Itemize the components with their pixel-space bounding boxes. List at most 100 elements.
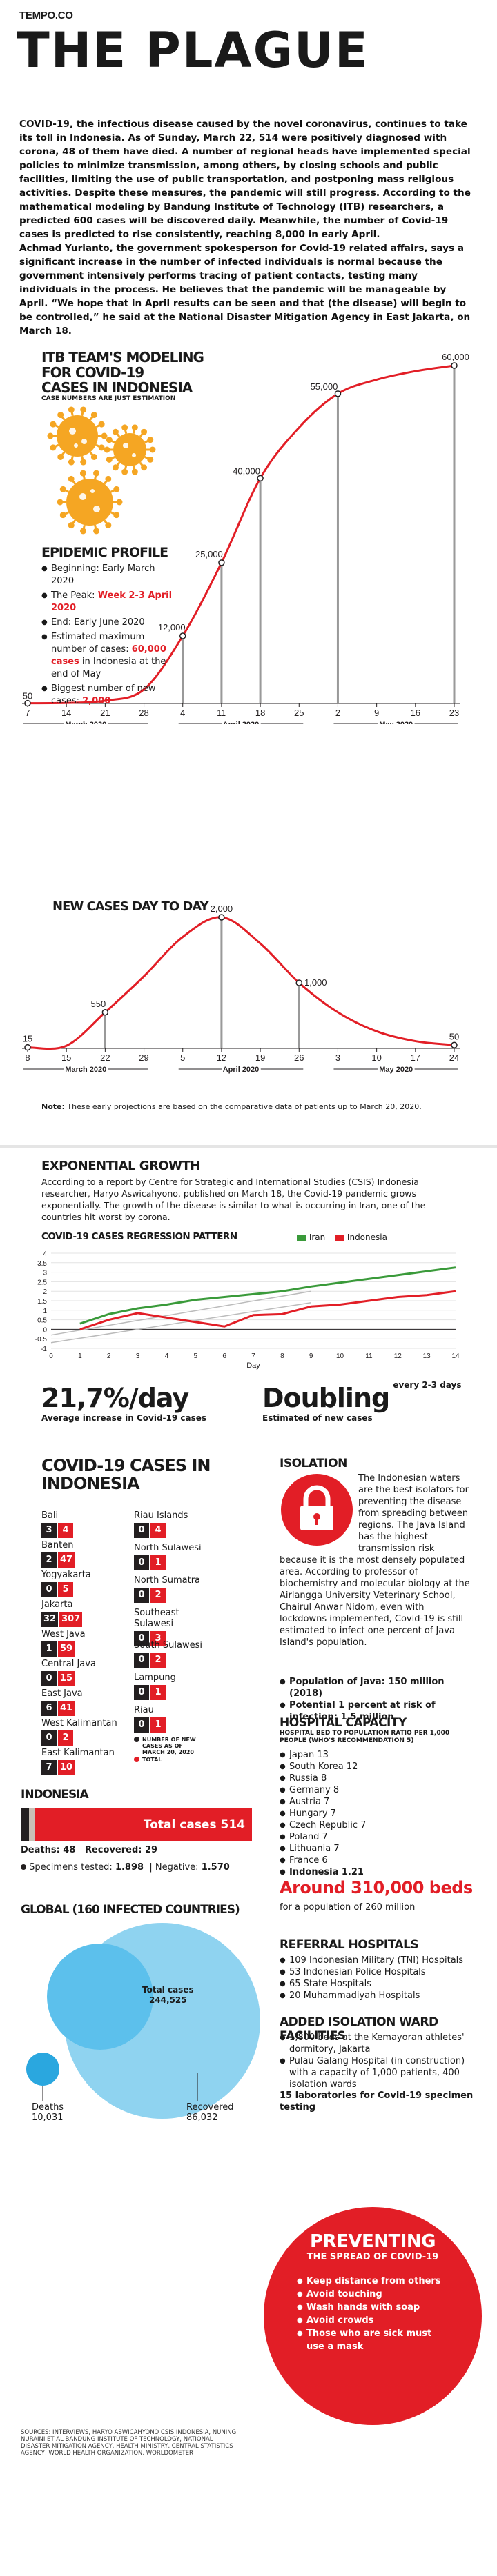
- exp-growth-title: EXPONENTIAL GROWTH: [41, 1159, 200, 1173]
- hospital-country-item: Germany 8: [280, 1784, 452, 1796]
- epidemic-item: Estimated maximum number of cases: 60,00…: [41, 631, 173, 681]
- global-total: Total cases 244,525: [142, 1985, 194, 2006]
- isolation-stats: Population of Java: 150 million (2018) P…: [280, 1676, 473, 1723]
- legend-indonesia-swatch: [335, 1234, 345, 1241]
- virus-spike-tip: [68, 522, 75, 529]
- epidemic-item-text: End: Early June 2020: [51, 617, 145, 628]
- isolation-text-wrap: The Indonesian waters are the best isola…: [280, 1472, 473, 1648]
- data-label: 15: [23, 1034, 32, 1044]
- region-total-cases: 2: [150, 1653, 166, 1668]
- region-name: North Sulawesi: [134, 1543, 202, 1553]
- x-tick-label: 22: [100, 1052, 110, 1063]
- preventing-circle: [264, 2207, 482, 2425]
- month-label: March 2020: [65, 1066, 106, 1074]
- region-new-cases: 6: [41, 1701, 57, 1716]
- virus-spike-tip: [93, 528, 100, 535]
- epidemic-item-text: The Peak:: [51, 590, 98, 601]
- x-tick-label: 26: [294, 1052, 304, 1063]
- virus-spike-tip: [57, 499, 64, 506]
- virus-spike-tip: [121, 424, 128, 431]
- x-tick-label: 12: [394, 1352, 402, 1360]
- virus-spike-tip: [68, 475, 75, 482]
- preventing-item-text: Avoid crowds: [306, 2315, 374, 2326]
- legend-total: TOTAL: [134, 1757, 203, 1763]
- region-total-cases: 3: [150, 1631, 166, 1646]
- region-new-cases: 0: [41, 1730, 57, 1746]
- region-item: Central Java 0 15: [41, 1659, 117, 1686]
- data-point: [24, 1044, 31, 1051]
- region-item: Jakarta 32 307: [41, 1599, 117, 1627]
- region-total-cases: 2: [58, 1730, 73, 1746]
- preventing-list: ● Keep distance from others ● Avoid touchin…: [297, 2275, 449, 2353]
- virus-spike-tip: [80, 459, 87, 466]
- preventing-title: PREVENTING: [310, 2231, 436, 2252]
- global-total-value: 244,525: [148, 1995, 187, 2005]
- negative-label: Negative:: [155, 1862, 202, 1873]
- region-new-cases: 0: [134, 1717, 149, 1733]
- x-tick-label: 1: [78, 1352, 82, 1360]
- x-axis-label: Day: [246, 1361, 260, 1370]
- virus-spike-tip: [104, 446, 110, 453]
- beds-suffix: for a population of 260 million: [280, 1902, 416, 1913]
- brand-logo: TEMPO.CO: [19, 10, 73, 21]
- region-name: West Java: [41, 1629, 86, 1639]
- hospital-country-list: Japan 13South Korea 12Russia 8Germany 8A…: [280, 1749, 452, 1878]
- x-tick-label: 4: [165, 1352, 169, 1360]
- specimens-value: 1.898: [115, 1862, 144, 1873]
- region-item: Yogyakarta 0 5: [41, 1570, 117, 1597]
- stat-increase-value: 21,7%/day: [41, 1383, 189, 1413]
- virus-spike-tip: [90, 412, 97, 419]
- region-item: West Java 1 59: [41, 1629, 117, 1657]
- data-label: 40,000: [233, 466, 260, 476]
- global-recovered-value: 86,032: [186, 2113, 218, 2123]
- itb-title-line2: CASES IN INDONESIA: [41, 379, 193, 396]
- wards-list: 1,800 beds at the Kemayoran athletes' do…: [280, 2032, 476, 2090]
- region-total-cases: 1: [150, 1555, 166, 1570]
- x-tick-label: 12: [217, 1052, 226, 1063]
- region-total-cases: 15: [58, 1671, 75, 1686]
- data-label: 60,000: [442, 352, 469, 362]
- virus-spike-tip: [50, 421, 57, 428]
- y-tick-label: 1.5: [37, 1298, 47, 1306]
- region-name: Yogyakarta: [41, 1570, 91, 1580]
- region-name: Southeast Sulawesi: [134, 1608, 179, 1629]
- x-tick-label: 9: [374, 708, 379, 718]
- data-point: [451, 1041, 458, 1048]
- x-tick-label: 8: [280, 1352, 284, 1360]
- epidemic-item-suffix: in Indonesia at the end of May: [51, 657, 166, 679]
- legend-iran-swatch: [297, 1234, 306, 1241]
- x-tick-label: 7: [251, 1352, 255, 1360]
- virus-spike-tip: [149, 446, 156, 453]
- region-total-cases: 41: [58, 1701, 75, 1716]
- preventing-item-text: Wash hands with soap: [306, 2302, 420, 2313]
- beds-big: Around 310,000 beds: [280, 1878, 473, 1897]
- region-new-cases: 32: [41, 1612, 59, 1627]
- total-cases-label: Total cases 514: [143, 1818, 245, 1832]
- global-total-label: Total cases: [142, 1985, 194, 1995]
- series-line-iran: [79, 1266, 456, 1325]
- data-point: [179, 632, 186, 639]
- x-tick-label: 0: [49, 1352, 53, 1360]
- data-label: 55,000: [311, 381, 338, 392]
- data-point: [218, 559, 225, 566]
- region-total-cases: 5: [58, 1582, 73, 1597]
- java-population: Population of Java: 150 million (2018): [280, 1676, 473, 1699]
- region-new-cases: 1: [41, 1641, 57, 1657]
- ward-item: Pulau Galang Hospital (in construction) …: [280, 2055, 476, 2090]
- x-tick-label: 7: [25, 708, 30, 718]
- region-name: Central Java: [41, 1659, 96, 1669]
- virus-spike-tip: [98, 421, 105, 428]
- note-text: These early projections are based on the…: [64, 1102, 422, 1111]
- guide-line: [50, 1302, 311, 1344]
- region-name: East Kalimantan: [41, 1748, 115, 1758]
- virus-spike-tip: [147, 456, 154, 463]
- region-item: West Kalimantan 0 2: [41, 1718, 117, 1746]
- x-tick-label: 29: [139, 1052, 148, 1063]
- deaths-bubble: [26, 2053, 59, 2086]
- intro-paragraph-2: Achmad Yurianto, the government spokespe…: [19, 243, 471, 337]
- bullet-icon: ●: [297, 2317, 303, 2324]
- virus-spike-tip: [101, 432, 108, 439]
- data-point: [295, 979, 303, 986]
